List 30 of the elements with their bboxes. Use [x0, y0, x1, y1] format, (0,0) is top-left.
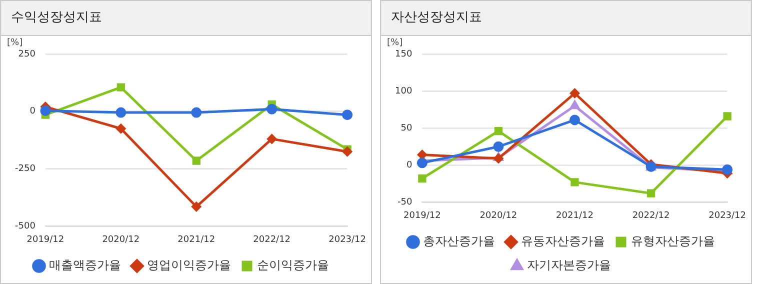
- legend-label: 영업이익증가율: [147, 258, 231, 272]
- x-tick-label: 2019/12: [26, 234, 64, 245]
- y-axis-title: [%]: [387, 38, 403, 48]
- x-tick-label: 2023/12: [328, 234, 366, 245]
- legend-label: 자기자본증가율: [527, 258, 611, 272]
- x-tick-label: 2023/12: [708, 210, 746, 221]
- y-tick-label: -250: [14, 164, 36, 174]
- y-tick-label: 50: [400, 123, 412, 134]
- x-tick-label: 2020/12: [480, 210, 518, 221]
- x-tick-label: 2020/12: [102, 234, 140, 245]
- chart-title: 자산성장성지표: [381, 1, 751, 36]
- y-tick-label: 150: [394, 49, 412, 60]
- x-tick-label: 2022/12: [253, 234, 291, 245]
- x-tick-label: 2021/12: [556, 210, 594, 221]
- y-tick-label: -50: [397, 198, 412, 208]
- y-tick-label: 0: [406, 160, 412, 170]
- y-axis-title: [%]: [7, 38, 23, 48]
- y-tick-label: 100: [394, 86, 412, 96]
- x-tick-label: 2021/12: [178, 234, 216, 245]
- legend-label: 총자산증가율: [423, 234, 495, 248]
- legend-label: 순이익증가율: [257, 258, 329, 272]
- y-tick-label: -500: [14, 222, 36, 232]
- x-tick-label: 2022/12: [632, 210, 670, 221]
- x-tick-label: 2019/12: [403, 210, 441, 221]
- legend-label: 유형자산증가율: [631, 234, 715, 248]
- legend-label: 매출액증가율: [49, 258, 121, 272]
- y-tick-label: 250: [18, 49, 36, 60]
- chart-title: 수익성장성지표: [1, 1, 371, 36]
- y-tick-label: 0: [30, 106, 36, 117]
- legend-label: 유동자산증가율: [521, 234, 605, 248]
